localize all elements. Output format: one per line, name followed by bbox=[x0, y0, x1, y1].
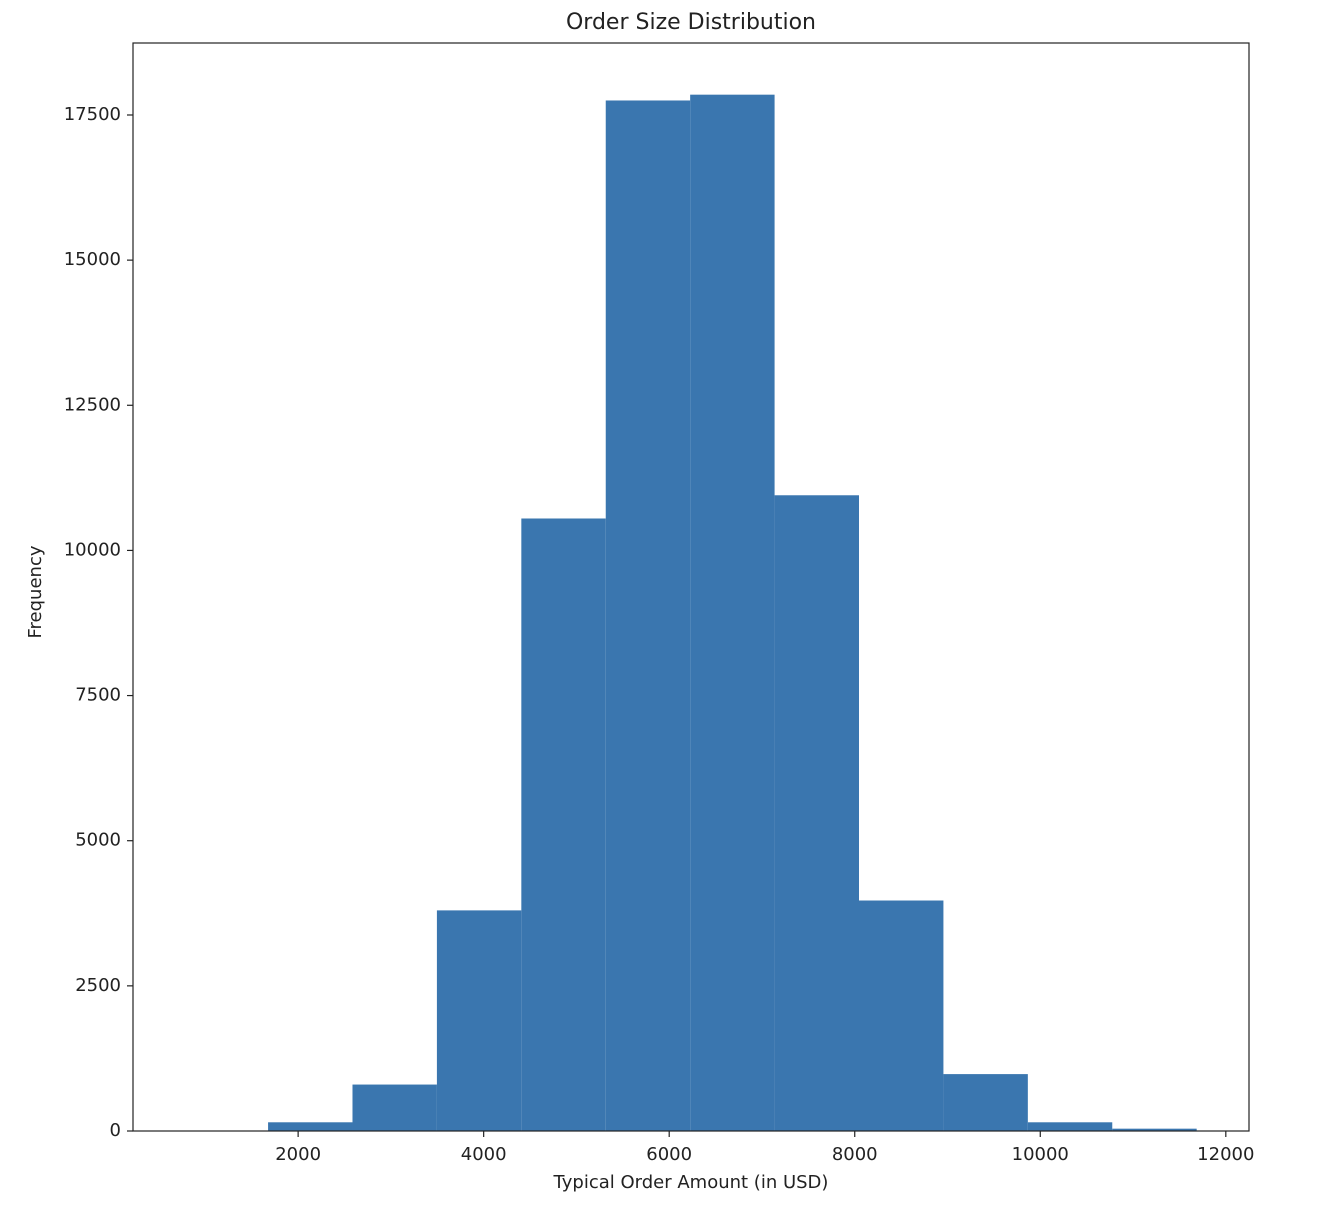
bar bbox=[690, 94, 775, 1132]
x-axis-label: Typical Order Amount (in USD) bbox=[553, 1172, 829, 1193]
plot-frame bbox=[132, 42, 1250, 1132]
y-tick-label: 15000 bbox=[64, 249, 121, 270]
x-tick-label: 10000 bbox=[1012, 1144, 1069, 1165]
bar bbox=[1112, 1128, 1197, 1131]
x-tick-label: 12000 bbox=[1197, 1144, 1254, 1165]
bar bbox=[268, 1122, 353, 1131]
bar bbox=[774, 495, 860, 1132]
y-tick-label: 0 bbox=[110, 1120, 121, 1141]
bar bbox=[1027, 1122, 1113, 1131]
chart-title: Order Size Distribution bbox=[566, 10, 816, 35]
y-tick-label: 5000 bbox=[75, 830, 121, 851]
bar bbox=[521, 518, 606, 1131]
x-tick-label: 8000 bbox=[832, 1144, 878, 1165]
bar bbox=[943, 1074, 1028, 1131]
bar bbox=[436, 910, 522, 1131]
y-tick-label: 7500 bbox=[75, 685, 121, 706]
bar bbox=[352, 1084, 437, 1131]
y-axis-label: Frequency bbox=[25, 545, 46, 638]
y-tick-label: 12500 bbox=[64, 394, 121, 415]
y-tick-label: 10000 bbox=[64, 539, 121, 560]
y-tick-label: 17500 bbox=[64, 104, 121, 125]
x-tick-label: 6000 bbox=[646, 1144, 692, 1165]
x-tick-label: 2000 bbox=[275, 1144, 321, 1165]
bar bbox=[605, 100, 691, 1131]
y-tick-label: 2500 bbox=[75, 975, 121, 996]
bar bbox=[859, 900, 944, 1131]
x-tick-label: 4000 bbox=[461, 1144, 507, 1165]
